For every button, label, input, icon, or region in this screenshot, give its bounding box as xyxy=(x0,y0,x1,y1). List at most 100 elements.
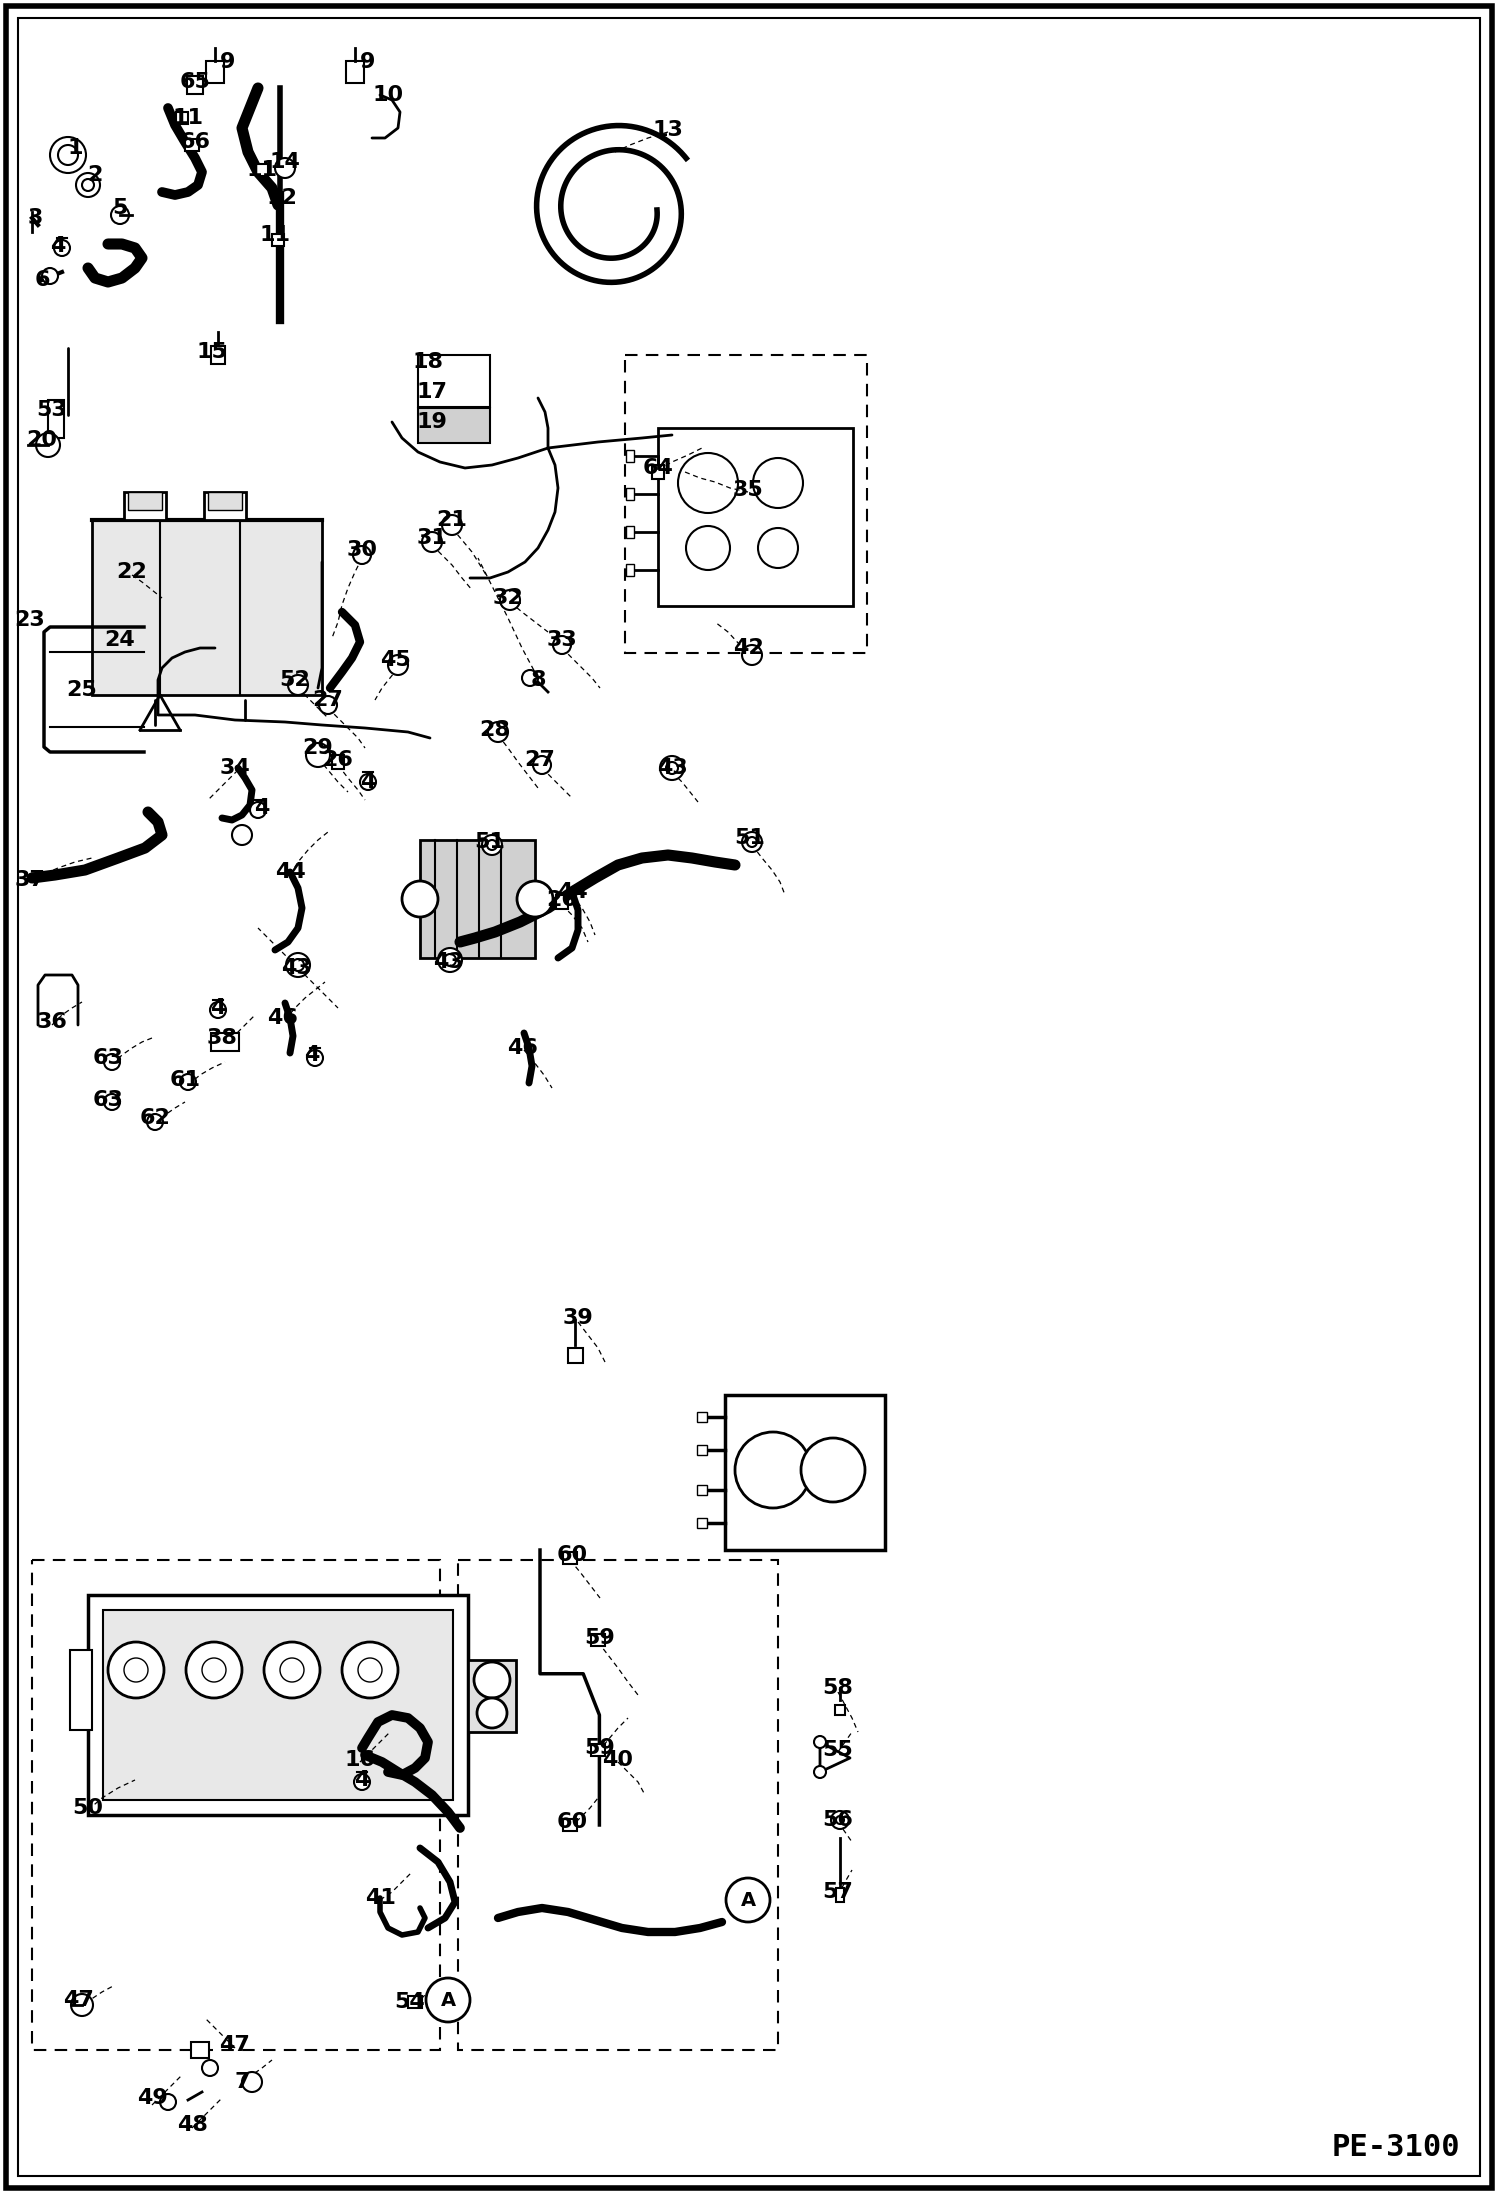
Circle shape xyxy=(103,1053,120,1071)
Circle shape xyxy=(813,1766,825,1777)
Circle shape xyxy=(276,158,295,178)
Circle shape xyxy=(280,1659,304,1683)
Text: 26: 26 xyxy=(547,891,577,911)
Circle shape xyxy=(111,206,129,224)
Bar xyxy=(207,61,225,83)
Circle shape xyxy=(186,1641,243,1698)
Circle shape xyxy=(264,1641,321,1698)
Text: 48: 48 xyxy=(177,2115,207,2135)
Circle shape xyxy=(533,757,551,774)
Bar xyxy=(124,491,166,520)
Text: 55: 55 xyxy=(822,1740,854,1760)
Text: 62: 62 xyxy=(139,1108,171,1128)
Text: 29: 29 xyxy=(303,737,334,757)
Text: 47: 47 xyxy=(63,1990,93,2010)
Text: 53: 53 xyxy=(36,399,67,419)
Bar xyxy=(91,520,322,695)
Bar xyxy=(418,408,490,443)
Circle shape xyxy=(727,1878,770,1922)
Text: 30: 30 xyxy=(346,540,377,559)
Circle shape xyxy=(103,1095,120,1110)
Text: 54: 54 xyxy=(394,1992,425,2012)
Circle shape xyxy=(482,836,502,856)
Text: 4: 4 xyxy=(51,237,66,257)
Bar xyxy=(834,1705,845,1716)
Text: 52: 52 xyxy=(280,669,310,689)
Circle shape xyxy=(742,645,762,665)
Text: 9: 9 xyxy=(361,53,376,72)
Bar xyxy=(626,527,634,538)
Text: 24: 24 xyxy=(105,630,135,649)
Text: 63: 63 xyxy=(93,1090,123,1110)
Circle shape xyxy=(358,1659,382,1683)
Circle shape xyxy=(517,882,553,917)
Text: 56: 56 xyxy=(822,1810,854,1830)
Bar xyxy=(418,355,490,408)
Circle shape xyxy=(836,1817,843,1823)
Text: 65: 65 xyxy=(180,72,210,92)
Text: 63: 63 xyxy=(93,1049,123,1068)
Text: 42: 42 xyxy=(733,638,764,658)
Text: 9: 9 xyxy=(220,53,235,72)
Text: 2: 2 xyxy=(87,165,103,184)
Text: 11: 11 xyxy=(247,160,277,180)
Circle shape xyxy=(686,527,730,570)
Text: 3: 3 xyxy=(27,208,42,228)
Text: 4: 4 xyxy=(304,1044,319,1064)
Text: 4: 4 xyxy=(255,799,270,818)
Text: 57: 57 xyxy=(822,1882,854,1902)
Bar xyxy=(407,1997,422,2008)
Circle shape xyxy=(500,590,520,610)
Circle shape xyxy=(736,1433,810,1507)
Circle shape xyxy=(401,882,437,917)
Text: 46: 46 xyxy=(506,1038,538,1058)
Text: PE-3100: PE-3100 xyxy=(1332,2133,1461,2161)
Text: 28: 28 xyxy=(479,720,511,739)
Bar xyxy=(211,347,225,364)
Circle shape xyxy=(306,744,330,768)
Bar xyxy=(103,1610,452,1799)
Circle shape xyxy=(442,516,461,535)
Circle shape xyxy=(250,803,267,818)
Circle shape xyxy=(748,836,756,847)
Text: A: A xyxy=(740,1891,755,1909)
Circle shape xyxy=(388,656,407,676)
Bar xyxy=(697,1485,707,1494)
Bar xyxy=(333,755,345,770)
Circle shape xyxy=(422,531,442,553)
Text: 35: 35 xyxy=(733,480,764,500)
Text: 19: 19 xyxy=(416,412,448,432)
Circle shape xyxy=(667,761,679,774)
Text: 31: 31 xyxy=(416,529,448,548)
Bar xyxy=(836,1889,843,1902)
Text: 17: 17 xyxy=(416,382,448,402)
Text: 1: 1 xyxy=(67,138,82,158)
Circle shape xyxy=(58,145,78,165)
Text: 25: 25 xyxy=(66,680,97,700)
Text: 61: 61 xyxy=(169,1071,201,1090)
Circle shape xyxy=(202,2060,219,2076)
Text: 21: 21 xyxy=(436,509,467,531)
Circle shape xyxy=(42,268,58,283)
Circle shape xyxy=(476,1698,506,1729)
Text: 4: 4 xyxy=(355,1771,370,1790)
Circle shape xyxy=(232,825,252,845)
Text: 27: 27 xyxy=(524,750,556,770)
Bar xyxy=(626,450,634,463)
Circle shape xyxy=(54,239,70,257)
Bar xyxy=(184,138,199,151)
Bar xyxy=(625,355,867,654)
Circle shape xyxy=(360,774,376,790)
Text: 46: 46 xyxy=(267,1007,298,1029)
Bar xyxy=(697,1446,707,1455)
Circle shape xyxy=(521,669,538,687)
Circle shape xyxy=(180,1075,196,1090)
Bar xyxy=(626,487,634,500)
Text: 34: 34 xyxy=(220,757,250,779)
Text: 47: 47 xyxy=(220,2036,250,2056)
Circle shape xyxy=(288,676,309,695)
Bar xyxy=(563,1819,577,1832)
Text: 36: 36 xyxy=(36,1011,67,1031)
Text: 13: 13 xyxy=(653,121,683,140)
Bar xyxy=(70,1650,91,1731)
